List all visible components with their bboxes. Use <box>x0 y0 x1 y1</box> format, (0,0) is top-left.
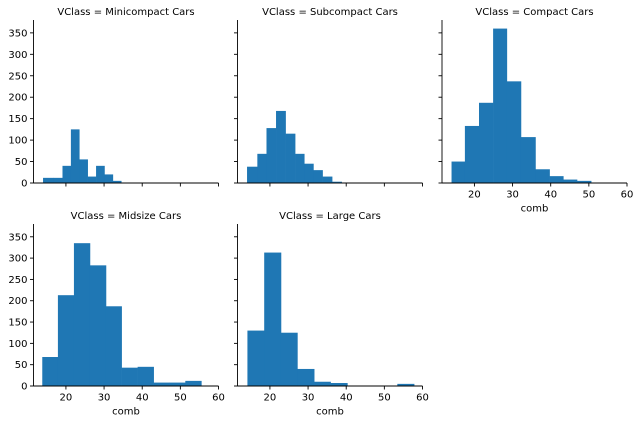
y-tick-label: 150 <box>8 114 27 125</box>
y-tick-label: 0 <box>21 179 27 190</box>
x-axis-label: comb <box>521 204 549 215</box>
panel-title: VClass = Large Cars <box>279 211 381 222</box>
histogram-bar <box>62 165 72 183</box>
histogram-bar <box>42 357 59 386</box>
y-tick-label: 350 <box>8 232 27 243</box>
histogram-bar <box>105 306 122 386</box>
histogram-bar <box>330 383 348 386</box>
histogram-bar <box>79 159 88 183</box>
panel-title: VClass = Minicompact Cars <box>57 7 194 18</box>
histogram-bar <box>535 169 550 183</box>
x-tick-label: 60 <box>621 190 634 201</box>
x-tick-label: 20 <box>60 393 73 404</box>
histogram-bar <box>87 176 97 183</box>
histogram-bar <box>479 102 494 183</box>
histogram-bar <box>295 153 305 183</box>
y-tick-label: 100 <box>8 136 27 147</box>
x-axis-label: comb <box>112 407 140 418</box>
histogram-bar <box>112 180 122 183</box>
x-tick-label: 30 <box>98 393 111 404</box>
histogram-bar <box>314 381 331 386</box>
x-tick-label: 20 <box>264 393 277 404</box>
histogram-bar <box>332 181 342 183</box>
histogram-bar <box>397 383 415 386</box>
panel-title: VClass = Compact Cars <box>475 7 593 18</box>
x-tick-label: 30 <box>302 393 315 404</box>
x-tick-label: 40 <box>136 393 149 404</box>
y-tick-label: 250 <box>8 275 27 286</box>
histogram-bar <box>266 128 277 183</box>
histogram-bar <box>506 81 522 183</box>
histogram-bar <box>276 110 286 183</box>
y-tick-label: 250 <box>8 71 27 82</box>
panel-title: VClass = Subcompact Cars <box>262 7 398 18</box>
histogram-bar <box>313 170 323 183</box>
y-tick-label: 100 <box>8 339 27 350</box>
histogram-bar <box>563 179 578 183</box>
x-tick-label: 50 <box>174 393 187 404</box>
histogram-bar <box>297 368 315 386</box>
facet-panel-1: 0 50 100 150 200 250 300 350 VClass = Minicompac… <box>8 7 219 190</box>
histogram-bar <box>137 366 154 386</box>
histogram-bar <box>322 176 333 183</box>
histogram-bar <box>247 330 265 386</box>
y-tick-label: 300 <box>8 50 27 61</box>
x-tick-label: 50 <box>582 190 595 201</box>
histogram-bar <box>96 165 105 183</box>
x-tick-label: 60 <box>416 393 429 404</box>
histogram-bar <box>304 163 314 183</box>
x-tick-label: 20 <box>468 190 481 201</box>
histogram-bar <box>89 265 107 386</box>
histogram-bar <box>451 161 466 183</box>
y-tick-label: 0 <box>21 382 27 393</box>
x-tick-label: 40 <box>544 190 557 201</box>
histogram-bar <box>280 332 298 386</box>
histogram-bar <box>264 252 282 386</box>
histogram-bar <box>577 180 592 183</box>
x-tick-label: 40 <box>340 393 353 404</box>
histogram-bar <box>464 125 480 183</box>
facet-panel-3: 20 30 40 50 60 VClass = Compact Cars comb <box>438 7 634 215</box>
x-tick-label: 30 <box>506 190 519 201</box>
facet-panel-5: 20 30 40 50 60 VClass = Large Cars comb <box>234 211 429 418</box>
histogram-bar <box>53 177 63 183</box>
panel-title: VClass = Midsize Cars <box>71 211 182 222</box>
y-tick-label: 200 <box>8 93 27 104</box>
histogram-bar <box>169 382 186 386</box>
histogram-bar <box>73 243 91 386</box>
y-tick-label: 50 <box>15 360 28 371</box>
histogram-bar <box>247 166 258 183</box>
histogram-bar <box>257 153 267 183</box>
facet-panel-4: 0 50 100 150 200 250 300 350 20 30 40 50 60 VClass = … <box>8 211 224 418</box>
y-tick-label: 200 <box>8 296 27 307</box>
histogram-bar <box>153 382 170 386</box>
y-tick-label: 350 <box>8 28 27 39</box>
histogram-bar <box>70 129 80 183</box>
histogram-bar <box>285 133 296 183</box>
y-tick-label: 50 <box>15 157 28 168</box>
y-tick-label: 300 <box>8 254 27 265</box>
facet-panel-2: VClass = Subcompact Cars <box>234 7 423 187</box>
histogram-bar <box>104 174 114 183</box>
y-tick-label: 150 <box>8 318 27 329</box>
histogram-bar <box>520 137 536 183</box>
x-axis-label: comb <box>316 407 344 418</box>
histogram-bar <box>121 367 138 386</box>
x-tick-label: 60 <box>212 393 225 404</box>
histogram-bar <box>549 176 564 183</box>
x-tick-label: 50 <box>378 393 391 404</box>
histogram-bar <box>493 28 508 183</box>
histogram-bar <box>43 177 55 183</box>
histogram-bar <box>57 295 75 386</box>
histogram-bar <box>185 380 202 386</box>
